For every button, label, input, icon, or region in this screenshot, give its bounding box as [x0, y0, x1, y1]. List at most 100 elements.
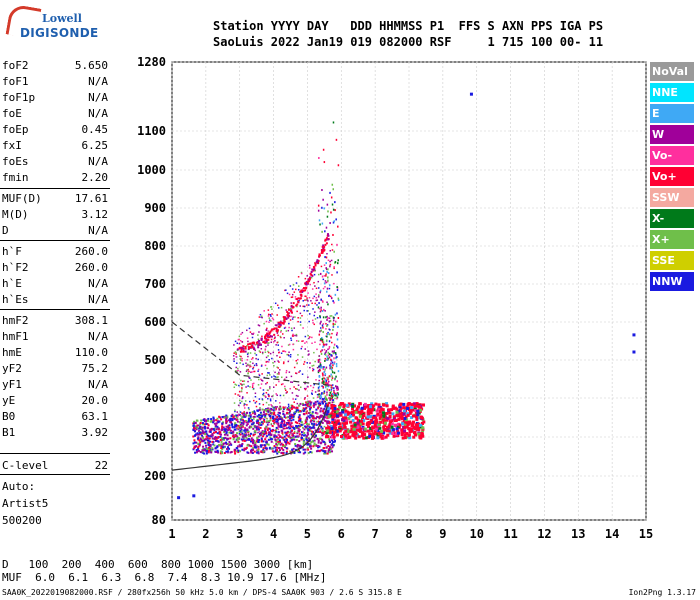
echo-point	[275, 417, 277, 420]
echo-point	[326, 203, 329, 206]
echo-point	[277, 417, 280, 420]
param-row-fxi: fxI 6.25	[0, 139, 160, 155]
echo-point	[246, 428, 249, 431]
echo-point	[242, 435, 245, 437]
echo-point	[263, 418, 266, 421]
echo-point	[268, 414, 271, 417]
param-key: hmF2	[2, 314, 29, 327]
echo-point	[325, 433, 328, 436]
echo-point	[241, 415, 244, 418]
echo-point	[276, 376, 278, 379]
echo-point	[314, 434, 317, 437]
echo-point	[337, 388, 339, 391]
echo-point	[319, 315, 321, 318]
echo-point	[395, 410, 399, 414]
echo-point	[369, 414, 373, 418]
echo-point	[327, 210, 329, 213]
echo-point	[267, 438, 270, 441]
echo-point	[327, 351, 330, 354]
echo-point	[317, 449, 320, 452]
echo-point	[297, 285, 300, 287]
echo-point	[272, 395, 274, 397]
echo-point	[267, 315, 270, 317]
echo-point	[284, 350, 287, 353]
echo-point	[244, 350, 247, 353]
echo-point	[321, 410, 324, 413]
echo-point	[390, 422, 394, 426]
echo-point	[319, 310, 322, 313]
echo-point	[254, 402, 257, 404]
echo-point	[398, 405, 402, 409]
echo-point	[250, 437, 253, 440]
echo-point	[312, 445, 315, 448]
echo-point	[323, 366, 325, 369]
echo-point	[336, 286, 338, 289]
echo-point	[202, 445, 205, 448]
echo-point	[209, 435, 212, 438]
param-value: N/A	[88, 293, 108, 306]
echo-point	[317, 359, 320, 362]
echo-point	[287, 432, 289, 434]
echo-point	[261, 335, 263, 338]
echo-point	[249, 342, 252, 345]
echo-point	[303, 434, 306, 437]
echo-point	[197, 449, 200, 452]
echo-point	[250, 358, 253, 360]
echo-point	[421, 429, 425, 433]
echo-point	[331, 350, 334, 353]
echo-point	[257, 445, 260, 448]
echo-point	[385, 418, 389, 422]
echo-point	[332, 221, 335, 224]
echo-point	[264, 447, 267, 450]
echo-point	[285, 432, 288, 435]
echo-point	[243, 383, 245, 386]
echo-point	[316, 259, 319, 262]
echo-point	[311, 342, 313, 344]
echo-point	[395, 427, 399, 431]
echo-point	[209, 440, 212, 443]
echo-point	[232, 434, 235, 437]
echo-point	[206, 447, 209, 450]
echo-point	[292, 284, 295, 286]
echo-point	[247, 372, 249, 374]
echo-point	[238, 421, 241, 424]
echo-point	[256, 427, 259, 430]
echo-point	[317, 369, 320, 372]
echo-point	[256, 451, 259, 454]
echo-point	[253, 364, 256, 367]
echo-point	[209, 420, 212, 423]
echo-point	[241, 412, 244, 415]
echo-point	[331, 392, 334, 395]
echo-point	[277, 321, 280, 324]
echo-point	[323, 451, 326, 454]
echo-point	[334, 397, 336, 400]
echo-point	[273, 386, 275, 388]
echo-point	[326, 318, 328, 321]
echo-point	[358, 402, 362, 406]
echo-point	[241, 341, 244, 343]
echo-point	[275, 327, 278, 330]
echo-point	[322, 343, 325, 346]
echo-point	[241, 439, 244, 442]
echo-point	[249, 400, 251, 403]
echo-point	[291, 449, 294, 452]
echo-point	[632, 350, 636, 354]
echo-point	[306, 362, 308, 364]
echo-point	[202, 431, 205, 434]
echo-point	[322, 380, 324, 383]
echo-point	[320, 366, 323, 369]
echo-point	[299, 402, 302, 405]
echo-point	[239, 427, 242, 430]
echo-point	[360, 431, 364, 435]
echo-point	[195, 449, 198, 452]
echo-point	[321, 275, 324, 278]
echo-point	[309, 403, 312, 406]
echo-point	[313, 383, 316, 386]
echo-point	[284, 431, 287, 434]
echo-point	[416, 413, 420, 417]
echo-point	[218, 415, 221, 418]
echo-point	[267, 332, 270, 334]
echo-point	[204, 441, 207, 444]
echo-point	[211, 448, 214, 451]
echo-point	[205, 422, 208, 425]
